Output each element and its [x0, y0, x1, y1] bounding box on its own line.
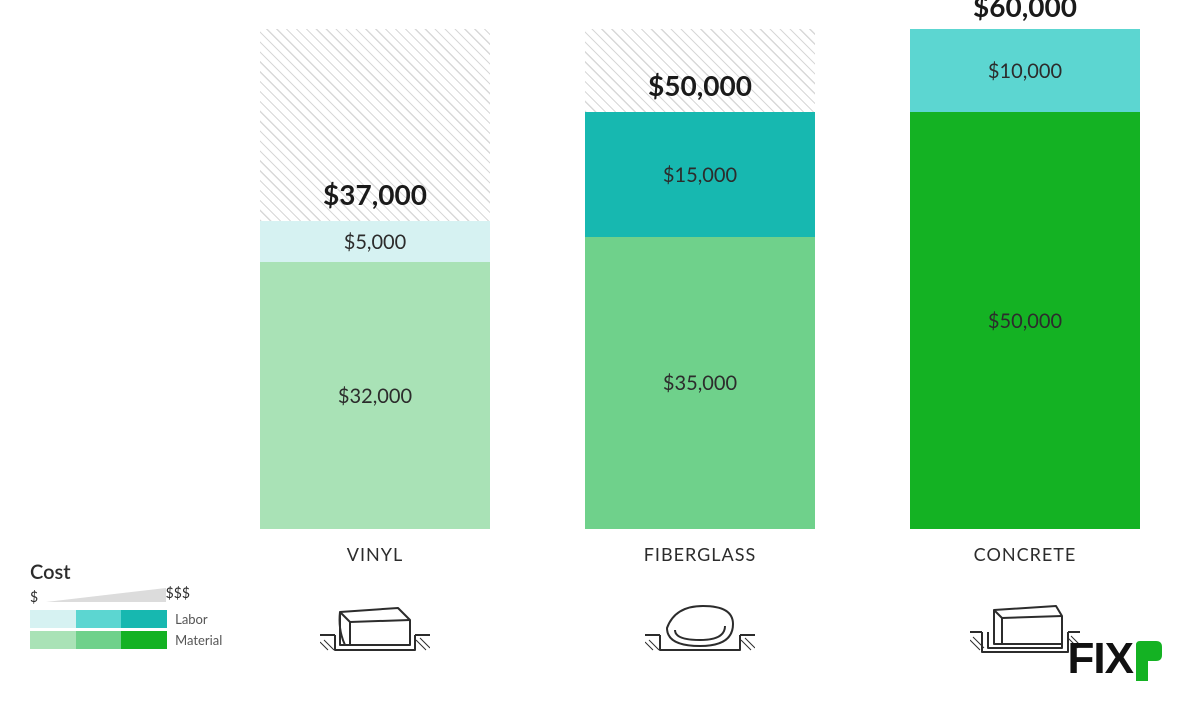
total-cost-label: $37,000 [260, 177, 490, 211]
category-label: CONCRETE [974, 543, 1077, 565]
labor-segment: $15,000 [585, 112, 815, 237]
legend-row-label: Material [175, 632, 230, 648]
legend-row-label: Labor [175, 611, 230, 627]
legend-swatch [121, 631, 167, 649]
legend-swatch [76, 631, 122, 649]
logo-r-icon [1134, 641, 1164, 681]
cost-high-symbol: $$$ [166, 584, 190, 601]
material-segment: $50,000 [910, 112, 1140, 529]
stacked-bar-chart: $32,000$5,000$37,000VINYL$35,000$15,000$… [260, 30, 1140, 565]
labor-segment: $10,000 [910, 29, 1140, 112]
chart-column-concrete: $60,000 $50,000$10,000 CONCRETE [910, 0, 1140, 565]
legend: Cost $ $$$ Labor Material [30, 560, 230, 652]
logo-text: FIX [1068, 637, 1133, 681]
legend-swatch [76, 610, 122, 628]
total-cost-label: $50,000 [585, 68, 815, 102]
legend-title: Cost [30, 560, 230, 584]
bar-stack: $35,000$15,000 [585, 29, 815, 529]
fiberglass-pool-icon [585, 595, 815, 665]
total-cost-label: $60,000 [973, 0, 1077, 23]
legend-swatch [30, 610, 76, 628]
vinyl-pool-icon [260, 595, 490, 665]
pool-icons-row [260, 595, 1140, 665]
chart-column-fiberglass: $35,000$15,000$50,000FIBERGLASS [585, 29, 815, 565]
bar-stack: $32,000$5,000 [260, 29, 490, 529]
legend-row-material: Material [30, 631, 230, 649]
legend-swatch [121, 610, 167, 628]
bar-stack: $50,000$10,000 [910, 29, 1140, 529]
legend-row-labor: Labor [30, 610, 230, 628]
wedge-icon [46, 586, 166, 604]
cost-low-symbol: $ [30, 588, 38, 605]
legend-swatch [30, 631, 76, 649]
category-label: VINYL [347, 543, 403, 565]
material-segment: $35,000 [585, 237, 815, 529]
chart-column-vinyl: $32,000$5,000$37,000VINYL [260, 29, 490, 565]
material-segment: $32,000 [260, 262, 490, 529]
cost-scale-wedge: $ $$$ [30, 586, 230, 606]
fixr-logo: FIX [1068, 637, 1164, 681]
labor-segment: $5,000 [260, 221, 490, 263]
category-label: FIBERGLASS [644, 543, 757, 565]
